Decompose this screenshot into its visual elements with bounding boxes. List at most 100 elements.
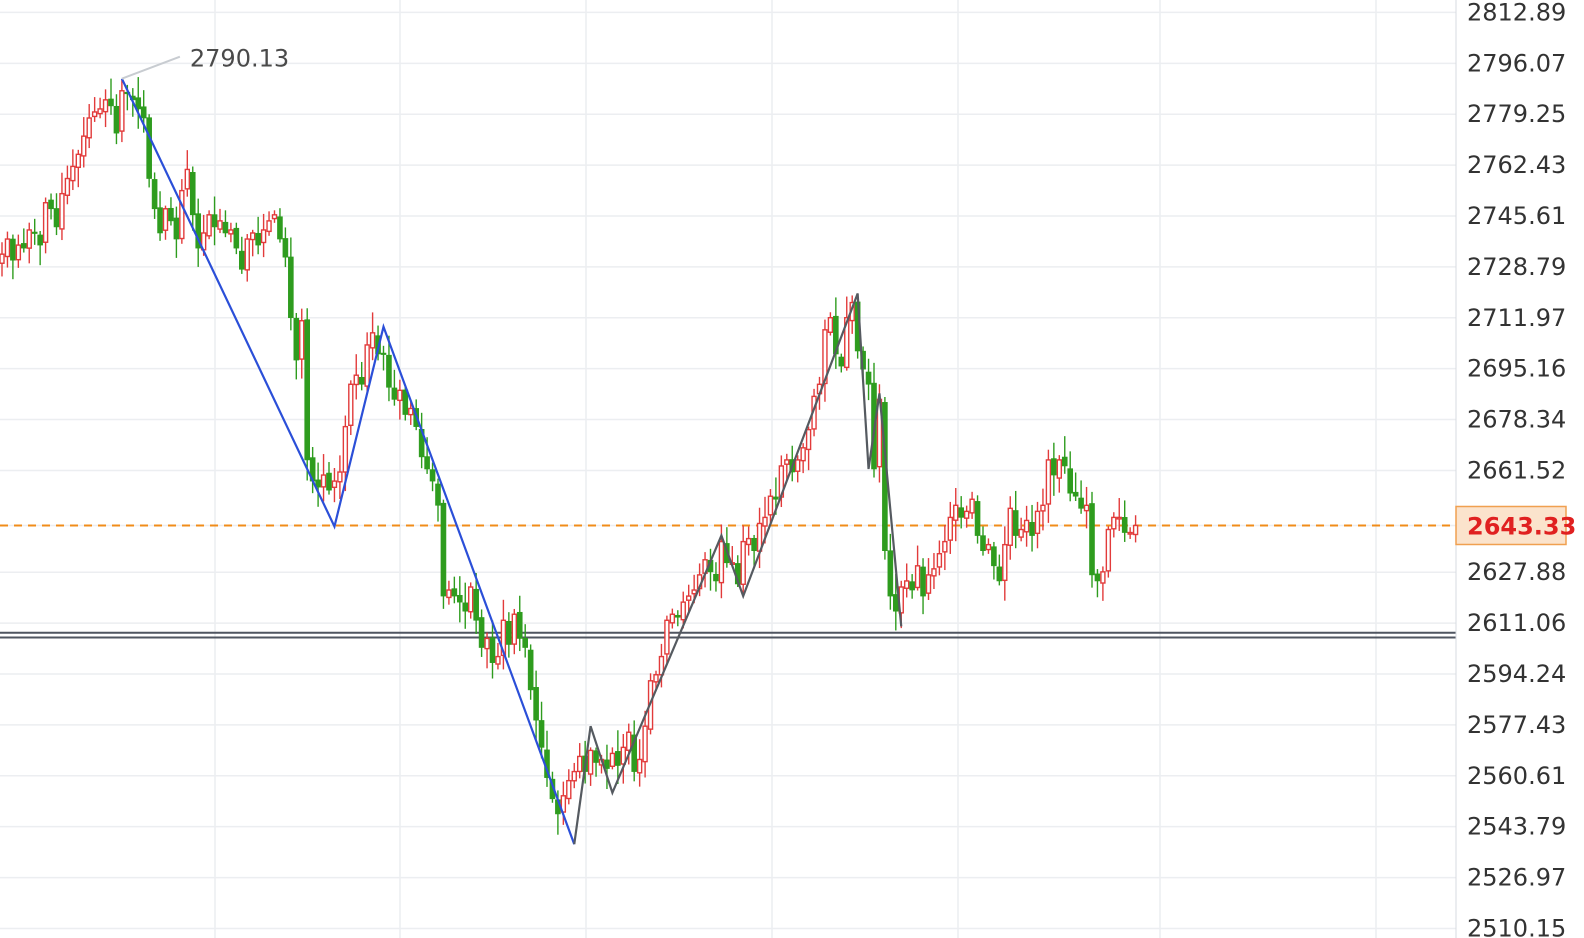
- candle-body-up: [206, 214, 212, 237]
- candle: [402, 385, 409, 421]
- candle: [784, 453, 790, 482]
- candle: [609, 747, 616, 770]
- candle: [489, 620, 496, 679]
- candle: [604, 744, 610, 790]
- candle-body-up: [70, 165, 76, 182]
- candle-body-down: [282, 238, 289, 258]
- peak-price-label: 2790.13: [190, 45, 289, 73]
- candle: [31, 218, 38, 245]
- candle-body-down: [1089, 503, 1095, 576]
- candle-body-up: [914, 565, 921, 589]
- candle-body-up: [299, 320, 305, 360]
- candle-body-down: [604, 759, 610, 769]
- candle-body-up: [626, 731, 632, 751]
- candle: [391, 369, 398, 406]
- candle: [522, 624, 529, 658]
- candle-body-up: [1116, 516, 1122, 520]
- candle-body-down: [516, 611, 523, 639]
- candle: [1083, 486, 1090, 529]
- candle-body-up: [1056, 459, 1063, 479]
- candle-body-down: [113, 105, 120, 134]
- candle: [615, 730, 621, 784]
- candle: [299, 308, 305, 379]
- candle-body-up: [331, 480, 338, 489]
- candle-body-down: [326, 472, 332, 491]
- candle-body-down: [1012, 510, 1019, 536]
- last-price-box: 2643.33: [1455, 505, 1576, 546]
- candle: [20, 228, 27, 253]
- candle: [745, 526, 752, 556]
- candle: [1012, 490, 1019, 549]
- candle-body-down: [974, 501, 981, 536]
- candle-body-down: [1094, 573, 1101, 582]
- candle: [751, 534, 757, 568]
- candle-body-down: [255, 232, 261, 246]
- candle: [249, 229, 256, 257]
- candle: [320, 454, 327, 502]
- candle-body-up: [827, 317, 834, 333]
- candle-body-up: [942, 540, 948, 553]
- candle-body-down: [380, 352, 387, 355]
- candle: [408, 400, 414, 425]
- candle: [991, 541, 997, 580]
- candle: [904, 563, 910, 598]
- candle: [151, 172, 158, 219]
- candle: [527, 644, 534, 700]
- candle: [533, 670, 539, 740]
- candle-body-up: [1111, 516, 1117, 530]
- candle: [942, 524, 948, 571]
- candle-body-down: [424, 456, 430, 470]
- candle-body-up: [320, 474, 327, 488]
- candle: [113, 94, 120, 145]
- candle-body-down: [631, 734, 638, 772]
- candle-body-up: [609, 752, 616, 767]
- candle: [947, 501, 953, 554]
- candle: [1089, 491, 1095, 588]
- candle: [669, 608, 676, 629]
- candle: [157, 191, 163, 241]
- candle-body-up: [969, 498, 975, 514]
- candle-body-down: [440, 502, 447, 597]
- candle: [97, 97, 103, 119]
- candle: [844, 296, 850, 371]
- candle-body-down: [456, 595, 463, 603]
- candle-body-up: [86, 117, 92, 139]
- candle-body-down: [173, 217, 180, 240]
- y-tick-label: 2577.43: [1467, 711, 1566, 739]
- candle: [631, 720, 638, 782]
- candle-body-up: [97, 108, 103, 115]
- candle: [495, 642, 501, 670]
- candle: [271, 210, 278, 223]
- y-tick-label: 2526.97: [1467, 864, 1566, 892]
- candle: [1002, 526, 1008, 601]
- candle-body-up: [795, 459, 801, 472]
- candle-body-down: [478, 617, 485, 648]
- candle: [277, 208, 283, 243]
- candle: [626, 723, 632, 765]
- candle: [593, 747, 599, 777]
- candle: [282, 227, 289, 268]
- candle-body-down: [157, 207, 163, 234]
- candle: [397, 379, 403, 420]
- candle: [887, 533, 894, 610]
- candle-body-up: [4, 238, 11, 258]
- candle-body-up: [800, 447, 806, 462]
- candle-body-up: [271, 214, 278, 220]
- candle: [740, 525, 746, 594]
- candle-body-up: [1034, 510, 1041, 535]
- candle-body-down: [713, 573, 719, 582]
- candle-body-down: [958, 507, 965, 518]
- candle: [1078, 480, 1084, 514]
- candle-body-up: [936, 553, 943, 568]
- candle: [386, 335, 392, 402]
- candle-body-up: [947, 516, 953, 541]
- candle-body-up: [217, 220, 223, 230]
- candle-body-down: [1072, 491, 1079, 497]
- candle: [516, 595, 523, 652]
- candle: [168, 197, 174, 226]
- candle: [42, 197, 49, 254]
- candle-body-down: [151, 179, 158, 210]
- candle: [544, 730, 550, 787]
- candle-body-down: [751, 537, 757, 551]
